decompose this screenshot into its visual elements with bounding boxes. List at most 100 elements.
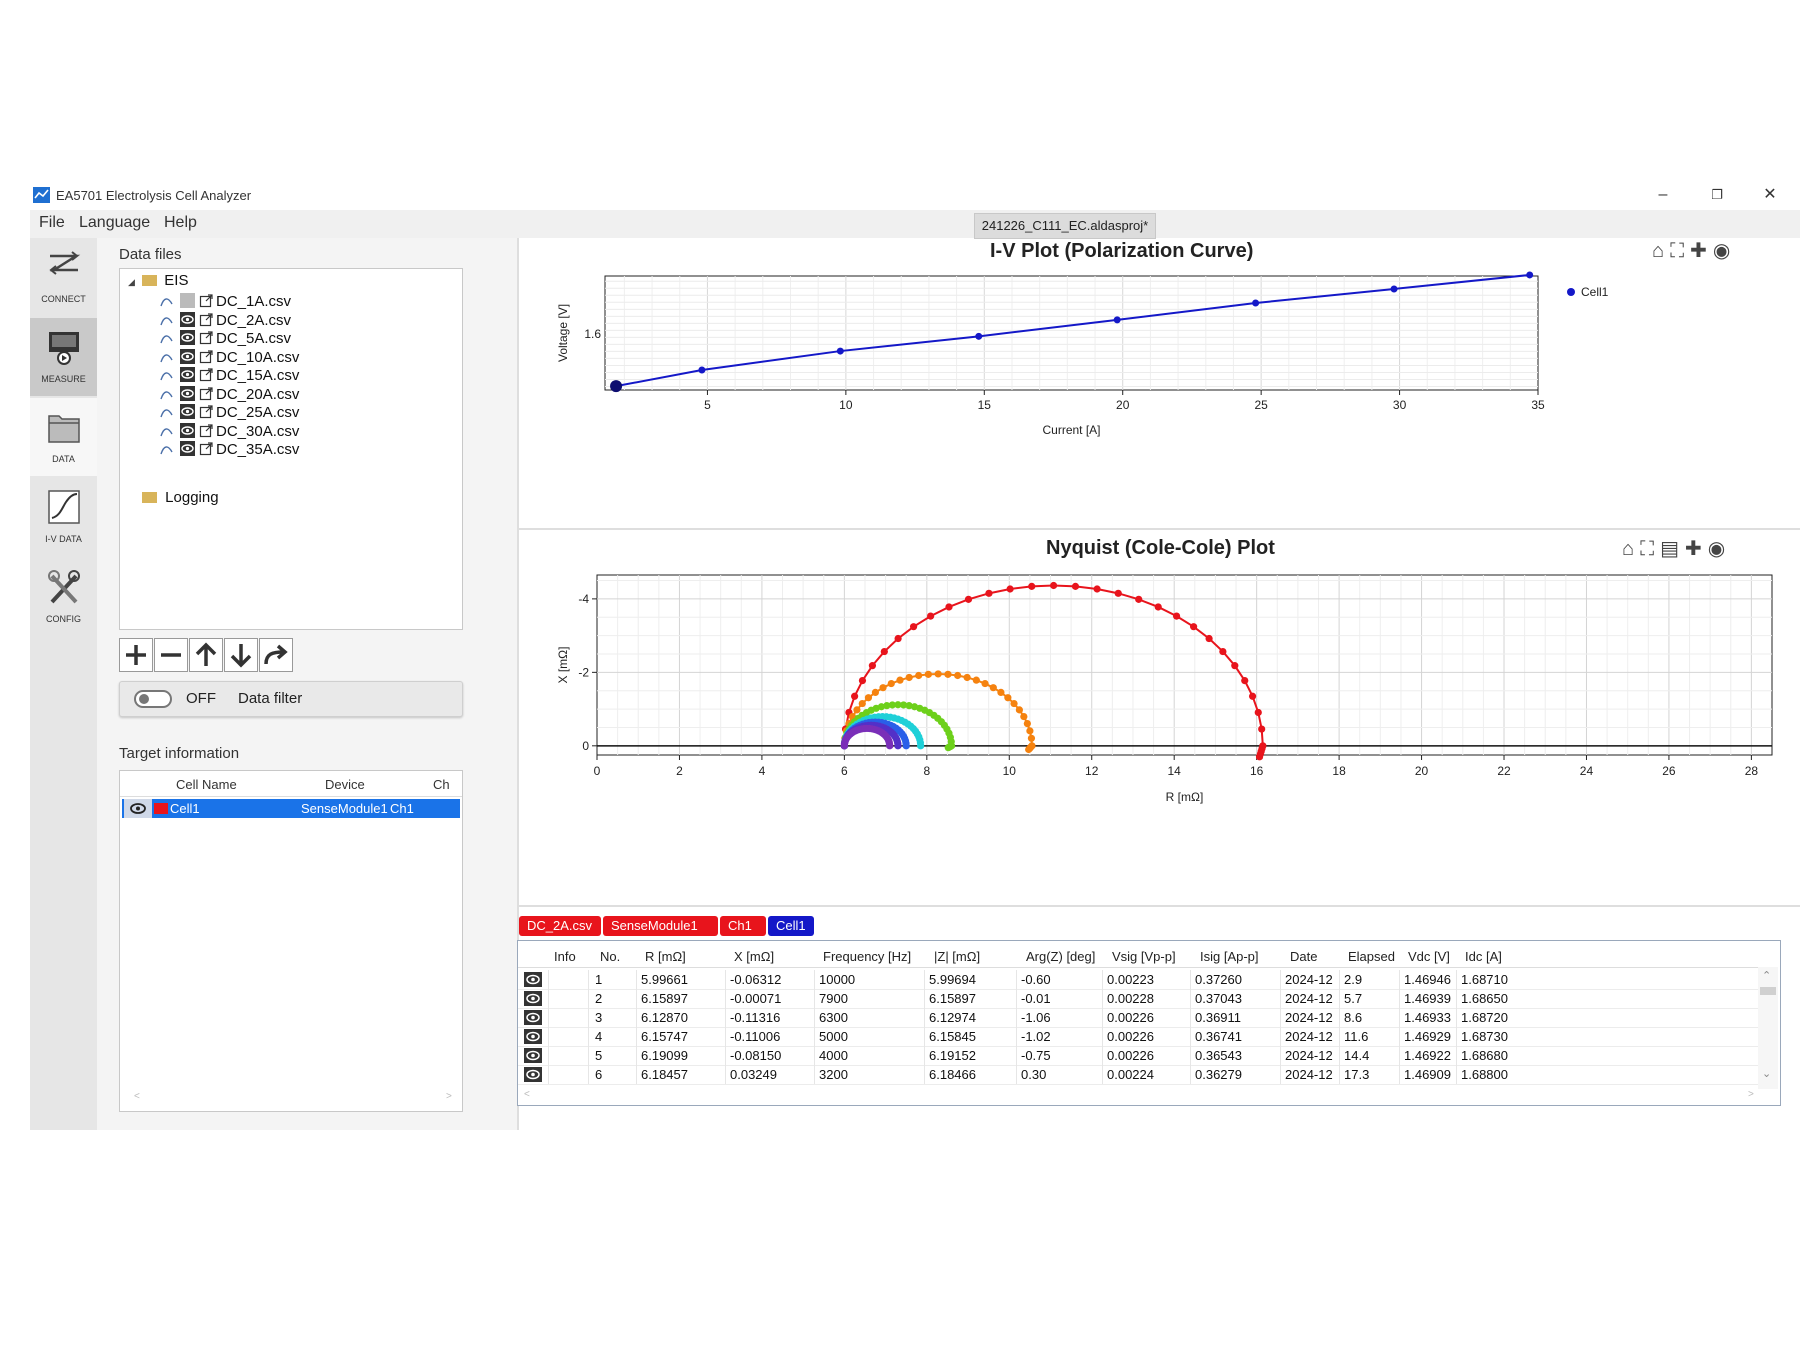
eye-icon[interactable] — [524, 1048, 542, 1063]
scroll-right-icon[interactable]: > — [446, 1091, 452, 1102]
table-col-header[interactable]: R [mΩ] — [645, 949, 686, 964]
nav-config[interactable]: CONFIG — [30, 558, 97, 636]
open-file-icon[interactable] — [199, 330, 214, 347]
table-col-header[interactable]: No. — [600, 949, 621, 964]
remove-button[interactable] — [154, 638, 188, 672]
panel-divider[interactable] — [517, 238, 519, 1130]
eye-icon[interactable] — [180, 422, 195, 438]
tree-file-row[interactable]: DC_25A.csv — [160, 404, 299, 425]
home-icon[interactable]: ⌂ — [1652, 240, 1671, 262]
filter-chip[interactable]: Ch1 — [720, 916, 766, 936]
scroll-up-icon[interactable]: ⌃ — [1762, 970, 1772, 982]
filter-chip[interactable]: Cell1 — [768, 916, 814, 936]
move-down-button[interactable] — [224, 638, 258, 672]
tree-file-row[interactable]: DC_5A.csv — [160, 330, 291, 351]
target-row-cell1[interactable]: Cell1 SenseModule1 Ch1 — [122, 799, 460, 818]
tree-file-row[interactable]: DC_20A.csv — [160, 385, 299, 407]
table-col-header[interactable]: X [mΩ] — [734, 949, 775, 964]
visibility-off-icon[interactable] — [180, 293, 195, 308]
fullscreen-icon[interactable]: ⛶ — [1670, 240, 1691, 262]
close-button[interactable]: ✕ — [1763, 186, 1777, 203]
open-file-icon[interactable] — [199, 423, 214, 440]
table-row[interactable]: 6 6.18457 0.03249 3200 6.18466 0.30 0.00224 0.3… — [518, 1065, 1758, 1084]
table-scroll-right-icon[interactable]: > — [1748, 1089, 1754, 1100]
eye-icon[interactable] — [524, 972, 542, 987]
table-col-header[interactable]: Date — [1290, 949, 1318, 964]
data-filter-toggle[interactable] — [134, 690, 172, 708]
nav-measure[interactable]: MEASURE — [30, 318, 97, 396]
table-row[interactable]: 2 6.15897 -0.00071 7900 6.15897 -0.01 0.00228 0… — [518, 989, 1758, 1008]
eye-icon[interactable] — [180, 441, 195, 456]
tree-file-row[interactable]: DC_10A.csv — [160, 348, 299, 370]
restore-button[interactable]: ❐ — [1711, 187, 1723, 202]
eye-icon[interactable] — [180, 311, 195, 327]
iv-plot[interactable]: 5 10 15 20 25 30 35 1.6 Current [A] Voltage [V] Ce… — [519, 268, 1800, 448]
tree-file-row[interactable]: DC_15A.csv — [160, 367, 299, 388]
tree-file-row[interactable]: DC_1A.csv — [160, 293, 291, 314]
fullscreen-icon[interactable]: ⛶ — [1640, 538, 1661, 560]
scroll-left-icon[interactable]: < — [134, 1091, 140, 1102]
table-divider[interactable] — [519, 905, 1800, 907]
eye-icon[interactable] — [180, 348, 195, 364]
pan-icon[interactable]: ✚ — [1690, 240, 1713, 262]
filter-chip[interactable]: DC_2A.csv — [519, 916, 601, 936]
table-row[interactable]: 1 5.99661 -0.06312 10000 5.99694 -0.60 0.00223… — [518, 970, 1758, 989]
open-file-icon[interactable] — [199, 293, 214, 310]
table-scrollbar[interactable]: ⌃ ⌄ — [1758, 967, 1778, 1089]
table-col-header[interactable]: Vdc [V] — [1408, 949, 1450, 964]
menu-file[interactable]: File — [39, 214, 65, 231]
nav-data[interactable]: DATA — [30, 398, 97, 476]
table-col-header[interactable]: Elapsed — [1348, 949, 1395, 964]
eye-icon[interactable] — [524, 1010, 542, 1025]
eye-icon[interactable] — [524, 991, 542, 1006]
chart-icon[interactable]: ▤ — [1660, 538, 1685, 560]
scroll-down-icon[interactable]: ⌄ — [1762, 1068, 1772, 1080]
open-file-icon[interactable] — [199, 349, 214, 366]
table-row[interactable]: 3 6.12870 -0.11316 6300 6.12974 -1.06 0.00226 0… — [518, 1008, 1758, 1027]
table-col-header[interactable]: Arg(Z) [deg] — [1026, 949, 1096, 964]
table-col-header[interactable]: Frequency [Hz] — [823, 949, 912, 964]
eye-icon[interactable] — [180, 404, 195, 419]
open-file-icon[interactable] — [199, 367, 214, 384]
add-button[interactable] — [119, 638, 153, 672]
open-file-icon[interactable] — [199, 386, 214, 403]
eye-icon[interactable] — [180, 330, 195, 345]
tree-file-row[interactable]: DC_2A.csv — [160, 311, 291, 333]
nav-connect[interactable]: CONNECT — [30, 238, 97, 316]
project-tab[interactable]: 241226_C111_EC.aldasproj* — [974, 213, 1156, 239]
home-icon[interactable]: ⌂ — [1622, 538, 1641, 560]
expand-arrow-icon[interactable]: ◢ — [128, 277, 135, 287]
tree-node-eis[interactable]: ◢ EIS — [128, 272, 188, 293]
nyquist-plot[interactable]: 0 2 4 6 8 10 12 14 16 18 20 22 24 26 28-4-20R [mΩ]X [m… — [519, 565, 1800, 870]
minimize-button[interactable]: – — [1658, 186, 1668, 203]
tree-node-logging[interactable]: Logging — [142, 489, 219, 510]
eye-icon[interactable] — [180, 385, 195, 401]
plot-divider[interactable] — [519, 528, 1800, 530]
tree-file-row[interactable]: DC_35A.csv — [160, 441, 299, 462]
col-device[interactable]: Device — [325, 777, 365, 792]
open-file-icon[interactable] — [199, 404, 214, 421]
tree-file-row[interactable]: DC_30A.csv — [160, 422, 299, 444]
table-scroll-left-icon[interactable]: < — [524, 1089, 530, 1100]
table-col-header[interactable]: Isig [Ap-p] — [1200, 949, 1259, 964]
eye-icon[interactable] — [180, 367, 195, 382]
eye-icon[interactable] — [524, 1029, 542, 1044]
table-row[interactable]: 5 6.19099 -0.08150 4000 6.19152 -0.75 0.00226 0… — [518, 1046, 1758, 1065]
col-cell-name[interactable]: Cell Name — [176, 777, 237, 792]
menu-help[interactable]: Help — [164, 214, 197, 231]
table-col-header[interactable]: Idc [A] — [1465, 949, 1502, 964]
camera-icon[interactable]: ◉ — [1707, 538, 1732, 560]
table-row[interactable]: 4 6.15747 -0.11006 5000 6.15845 -1.02 0.00226 0… — [518, 1027, 1758, 1046]
pan-icon[interactable]: ✚ — [1685, 538, 1708, 560]
table-col-header[interactable]: Vsig [Vp-p] — [1112, 949, 1176, 964]
eye-icon[interactable] — [124, 799, 152, 818]
camera-icon[interactable]: ◉ — [1712, 240, 1737, 262]
nav-iv-data[interactable]: I-V DATA — [30, 478, 97, 556]
col-ch[interactable]: Ch — [433, 777, 450, 792]
filter-chip[interactable]: SenseModule1 — [603, 916, 718, 936]
move-up-button[interactable] — [189, 638, 223, 672]
open-file-icon[interactable] — [199, 312, 214, 329]
export-button[interactable] — [259, 638, 293, 672]
open-file-icon[interactable] — [199, 441, 214, 458]
table-col-header[interactable]: Info — [554, 949, 576, 964]
